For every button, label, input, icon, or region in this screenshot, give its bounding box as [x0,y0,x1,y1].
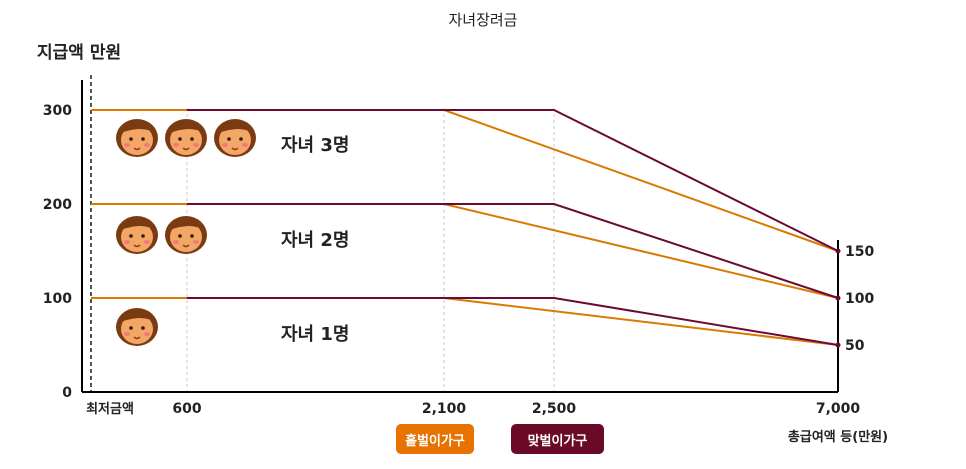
child-face-part [129,326,133,330]
child-face-part [124,332,130,336]
child-face-part [190,137,194,141]
legend-dual-income: 맞벌이가구 [511,424,604,454]
child-face-part [133,244,141,248]
child-face-part [144,332,150,336]
child-face-part [182,244,190,248]
child-face-part [141,137,145,141]
x-tick-label-7000: 7,000 [816,401,861,417]
child-face-part [216,121,254,134]
endpoint-100 [835,295,841,301]
x-tick-label-600: 600 [172,401,201,417]
child-face-part [124,240,130,244]
right-label-100: 100 [845,291,874,307]
x-tick-label-0: 최저금액 [86,402,134,417]
child-face-part [167,218,205,231]
child-face-part [193,240,199,244]
child-face-part [182,147,190,151]
series-line-2 [91,203,839,299]
child-face-part [129,137,133,141]
legend-single-income: 홑벌이가구 [396,424,474,454]
series-line-1 [187,109,839,252]
child-face-part [173,143,179,147]
series-line-5 [187,297,839,346]
y-tick-label-200: 200 [43,197,72,213]
child-face-part [219,125,251,155]
y-axis-label: 지급액 만원 [37,43,121,63]
child-face-part [190,234,194,238]
child-face-part [193,143,199,147]
endpoint-50 [835,342,841,348]
child-face-part [118,310,156,323]
child-face-part [129,234,133,238]
right-label-50: 50 [845,338,865,354]
child-face-part [141,234,145,238]
child-face-icon [116,119,158,157]
x-tick-label-2500: 2,500 [532,401,577,417]
y-tick-label-0: 0 [62,385,72,401]
endpoint-150 [835,248,841,254]
child-face-part [141,326,145,330]
series-line-4 [91,297,839,346]
child-face-part [144,240,150,244]
legend-dual-income-label: 맞벌이가구 [527,433,588,449]
y-tick-label-300: 300 [43,103,72,119]
child-face-part [231,147,239,151]
child-face-part [121,314,153,344]
group-label-100: 자녀 1명 [281,324,349,345]
child-face-part [222,143,228,147]
child-face-part [178,137,182,141]
child-face-part [121,222,153,252]
child-face-part [118,218,156,231]
child-face-icon [165,216,207,254]
child-face-icon [116,216,158,254]
series-line-3 [187,203,839,299]
child-face-part [144,143,150,147]
child-face-part [227,137,231,141]
child-face-part [167,121,205,134]
chart-title: 자녀장려금 [448,11,517,29]
y-tick-label-100: 100 [43,291,72,307]
x-axis-label: 총급여액 등(만원) [788,429,888,445]
child-face-part [170,125,202,155]
child-face-part [170,222,202,252]
legend-single-income-label: 홑벌이가구 [405,433,465,449]
child-face-part [133,336,141,340]
child-face-icon [165,119,207,157]
x-tick-label-2100: 2,100 [422,401,467,417]
child-face-part [133,147,141,151]
child-face-part [239,137,243,141]
child-face-part [118,121,156,134]
child-face-part [178,234,182,238]
child-face-part [124,143,130,147]
group-label-300: 자녀 3명 [281,135,349,156]
child-face-icon [214,119,256,157]
child-face-icon [116,308,158,346]
child-face-part [121,125,153,155]
right-label-150: 150 [845,244,874,260]
child-face-part [242,143,248,147]
child-face-part [173,240,179,244]
group-label-200: 자녀 2명 [281,230,349,251]
